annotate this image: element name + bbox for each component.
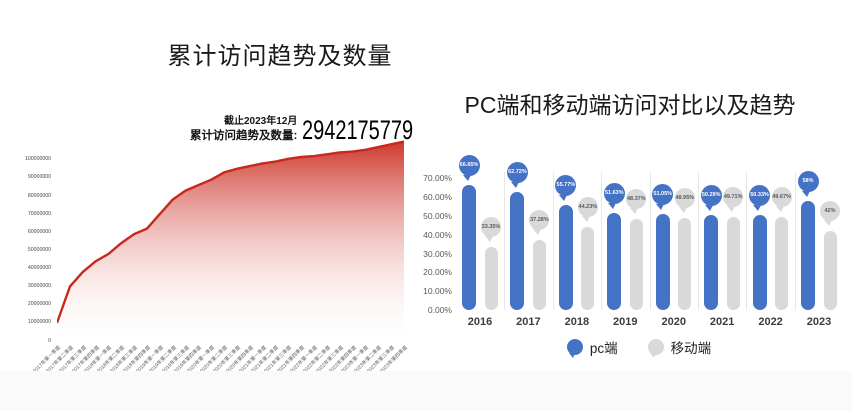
group-divider-line (649, 172, 651, 310)
annotation-asof-date: 截止2023年12月 (223, 116, 298, 127)
pc-value-balloon: 55.77% (555, 175, 577, 202)
mobile-value-balloon: 49.67% (771, 186, 792, 212)
mobile-bar (726, 216, 740, 310)
mobile-bar (629, 219, 643, 310)
mobile-bar (484, 247, 498, 310)
pc-bar (510, 192, 525, 310)
left-y-axis-label: 10000000 (27, 319, 51, 326)
mobile-value-balloon: 37.28% (529, 209, 550, 235)
mobile-value-balloon: 48.37% (626, 189, 647, 215)
chart-legend: pc端 移动端 (426, 337, 852, 358)
pc-bar (752, 215, 767, 310)
year-label: 2019 (613, 316, 638, 328)
pc-value-balloon: 51.63% (603, 182, 625, 209)
pc-bar (655, 214, 670, 310)
legend-item-mobile: 移动端 (647, 337, 712, 358)
pc-value-balloon: 50.29% (700, 185, 722, 212)
pc-bar (558, 205, 573, 310)
mobile-bar (532, 239, 546, 310)
left-y-axis-label: 0 (48, 337, 51, 344)
pc-value-balloon: 62.72% (506, 162, 528, 189)
right-y-axis-label: 60.00% (423, 192, 452, 203)
pc-value-balloon: 66.65% (458, 154, 480, 181)
group-divider-line (504, 172, 506, 310)
group-divider-line (697, 172, 699, 310)
annotation-label: 累计访问趋势及数量: (190, 130, 298, 142)
mobile-bar (678, 217, 692, 310)
right-chart-title: PC端和移动端访问对比以及趋势 (464, 92, 796, 118)
right-y-axis-label: 30.00% (423, 248, 452, 259)
pc-bar (801, 200, 815, 310)
year-label: 2021 (709, 316, 735, 328)
pc-legend-marker-icon (566, 339, 583, 358)
year-label: 2023 (806, 316, 832, 328)
year-label: 2020 (661, 316, 686, 328)
legend-label-pc: pc端 (589, 341, 618, 356)
left-y-axis-label: 50000000 (27, 246, 51, 253)
right-y-axis-label: 40.00% (423, 229, 452, 240)
annotation-total-value: 2942175779 (302, 115, 414, 145)
cumulative-annotation: 截止2023年12月 累计访问趋势及数量: 2942175779 (190, 112, 453, 145)
left-y-axis-label: 20000000 (27, 301, 51, 308)
pc-bar (704, 215, 719, 310)
year-label: 2017 (516, 316, 541, 328)
pc-bar (462, 184, 476, 310)
legend-label-mobile: 移动端 (670, 341, 712, 356)
left-y-axis-label: 100000000 (25, 156, 51, 163)
left-y-axis-label: 40000000 (27, 265, 51, 271)
left-y-axis-label: 30000000 (27, 283, 51, 290)
pc-value-balloon: 50.33% (749, 185, 771, 212)
year-label: 2016 (467, 316, 493, 328)
mobile-bar (823, 231, 837, 310)
pc-value-balloon: 58% (797, 170, 819, 197)
area-series (55, 140, 405, 341)
mobile-bar (775, 216, 789, 310)
mobile-value-balloon: 44.23% (577, 196, 598, 222)
group-divider-line (552, 172, 554, 310)
group-divider-line (601, 172, 603, 310)
right-y-axis-label: 20.00% (423, 267, 452, 278)
right-y-axis-label: 0.00% (427, 305, 452, 315)
right-y-axis-label: 10.00% (423, 286, 452, 297)
group-divider-line (746, 172, 748, 310)
left-y-axis-label: 60000000 (27, 228, 51, 235)
year-label: 2022 (758, 316, 783, 328)
left-y-axis-label: 90000000 (27, 174, 51, 181)
year-label: 2018 (564, 316, 590, 328)
left-y-axis-label: 80000000 (27, 192, 51, 199)
mobile-value-balloon: 33.35% (481, 217, 501, 243)
mobile-legend-marker-icon (647, 339, 664, 358)
right-y-axis-label: 50.00% (423, 211, 452, 221)
group-divider-line (794, 172, 796, 310)
pc-bar (607, 212, 622, 310)
annotation-labels: 截止2023年12月 累计访问趋势及数量: (190, 112, 297, 143)
cumulative-area-chart: 0 10000000 20000000 30000000 40000000 5000000… (25, 138, 409, 374)
right-y-axis-label: 70.00% (423, 173, 452, 184)
mobile-bar (581, 226, 595, 310)
legend-item-pc: pc端 (566, 337, 618, 358)
pc-value-balloon: 51.05% (652, 184, 674, 211)
mobile-value-balloon: 42% (820, 201, 840, 227)
mobile-value-balloon: 49.71% (723, 186, 744, 212)
bottom-band (0, 371, 852, 411)
mobile-value-balloon: 48.95% (674, 187, 695, 213)
pc-mobile-comparison-chart: 0.00% 10.00% 20.00% 30.00% 40.00% 50.00% 60.00… (423, 150, 852, 335)
left-chart-title: 累计访问趋势及数量 (167, 43, 393, 70)
left-y-axis-label: 70000000 (27, 210, 51, 217)
